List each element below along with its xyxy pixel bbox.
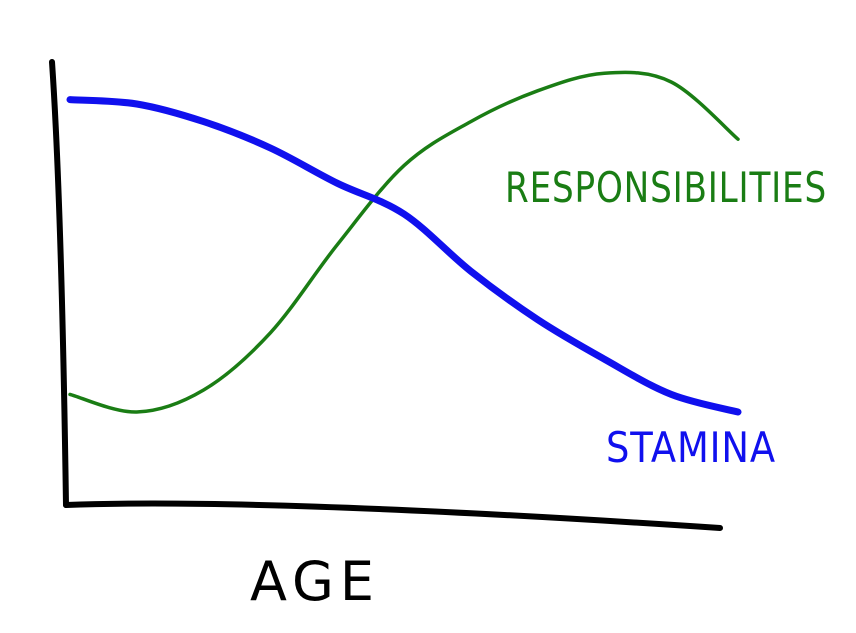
axes bbox=[49, 59, 723, 531]
data-point-responsibilities-4 bbox=[334, 242, 340, 248]
data-point-stamina-9 bbox=[668, 391, 674, 397]
data-point-responsibilities-10 bbox=[735, 136, 741, 142]
data-point-stamina-0 bbox=[67, 97, 73, 103]
data-point-stamina-10 bbox=[735, 409, 741, 415]
data-point-responsibilities-2 bbox=[201, 387, 207, 393]
x-axis-label: AGE bbox=[250, 550, 380, 613]
data-point-responsibilities-1 bbox=[134, 409, 140, 415]
series-layer bbox=[66, 70, 742, 416]
y-axis-line bbox=[49, 59, 69, 508]
data-point-stamina-3 bbox=[267, 145, 273, 151]
data-point-responsibilities-0 bbox=[67, 391, 73, 397]
data-point-responsibilities-3 bbox=[267, 330, 273, 336]
series-line-responsibilities bbox=[68, 70, 740, 414]
data-point-stamina-8 bbox=[601, 356, 607, 362]
data-point-stamina-4 bbox=[334, 180, 340, 186]
series-label-responsibilities: RESPONSIBILITIES bbox=[505, 163, 827, 212]
x-axis-line bbox=[63, 500, 723, 531]
data-point-stamina-5 bbox=[401, 211, 407, 217]
series-label-stamina: STAMINA bbox=[606, 423, 776, 472]
data-point-stamina-1 bbox=[134, 101, 140, 107]
data-point-responsibilities-7 bbox=[535, 88, 541, 94]
series-line-stamina bbox=[66, 96, 742, 416]
data-point-stamina-2 bbox=[201, 119, 207, 125]
label-layer: RESPONSIBILITIES STAMINA AGE bbox=[250, 163, 827, 613]
data-point-responsibilities-9 bbox=[668, 79, 674, 85]
data-point-responsibilities-8 bbox=[601, 70, 607, 76]
data-point-responsibilities-6 bbox=[468, 119, 474, 125]
data-point-stamina-6 bbox=[468, 268, 474, 274]
data-point-stamina-7 bbox=[535, 317, 541, 323]
data-point-responsibilities-5 bbox=[401, 163, 407, 169]
